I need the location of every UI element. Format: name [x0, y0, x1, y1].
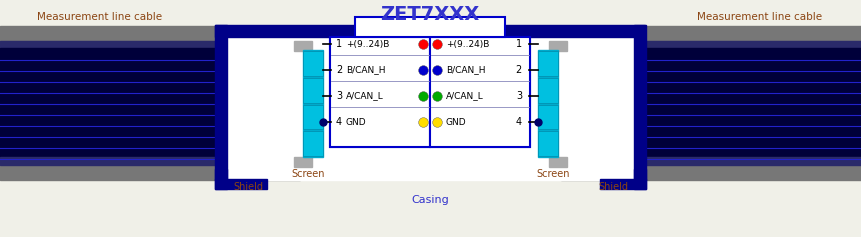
Bar: [561, 26, 861, 42]
Bar: [634, 169, 646, 189]
Text: GND: GND: [446, 118, 467, 127]
Bar: [561, 48, 861, 164]
Text: B/CAN_H: B/CAN_H: [446, 65, 486, 74]
Text: Shield: Shield: [598, 182, 628, 192]
Bar: [538, 105, 558, 129]
Bar: [215, 179, 267, 189]
Bar: [0, 157, 300, 165]
Bar: [0, 48, 300, 164]
Text: 2: 2: [516, 65, 522, 75]
Text: +(9..24)B: +(9..24)B: [346, 40, 389, 49]
Bar: [0, 26, 300, 42]
Bar: [330, 37, 530, 147]
Text: 4: 4: [336, 117, 342, 127]
Bar: [538, 50, 558, 157]
Bar: [538, 131, 558, 156]
Text: 3: 3: [336, 91, 342, 101]
Text: 3: 3: [516, 91, 522, 101]
Bar: [538, 78, 558, 102]
Bar: [303, 131, 323, 156]
Text: 1: 1: [336, 39, 342, 49]
Bar: [561, 164, 861, 180]
Text: 1: 1: [516, 39, 522, 49]
Bar: [561, 157, 861, 165]
Bar: [215, 169, 227, 189]
Bar: [303, 78, 323, 102]
Text: 2: 2: [336, 65, 343, 75]
Bar: [0, 164, 300, 180]
Bar: [538, 51, 558, 76]
Bar: [430, 37, 530, 147]
Bar: [330, 37, 430, 147]
Text: A/CAN_L: A/CAN_L: [446, 91, 484, 100]
Text: ZET7XXX: ZET7XXX: [381, 5, 480, 24]
Text: Measurement line cable: Measurement line cable: [37, 12, 163, 22]
Text: Screen: Screen: [291, 169, 325, 179]
Text: Shield: Shield: [233, 182, 263, 192]
Bar: [294, 41, 312, 51]
Text: GND: GND: [346, 118, 367, 127]
Bar: [561, 41, 861, 49]
Bar: [303, 51, 323, 76]
Text: +(9..24)B: +(9..24)B: [446, 40, 489, 49]
Text: Casing: Casing: [411, 195, 449, 205]
Bar: [303, 50, 323, 157]
Bar: [549, 157, 567, 167]
Bar: [634, 25, 646, 180]
Bar: [600, 179, 646, 189]
Bar: [215, 25, 645, 37]
Bar: [215, 25, 227, 180]
Bar: [549, 41, 567, 51]
Bar: [355, 17, 505, 37]
Text: B/CAN_H: B/CAN_H: [346, 65, 386, 74]
Bar: [294, 157, 312, 167]
Bar: [227, 37, 634, 180]
Bar: [0, 41, 300, 49]
Bar: [303, 105, 323, 129]
Text: Screen: Screen: [536, 169, 570, 179]
Text: 4: 4: [516, 117, 522, 127]
Text: Measurement line cable: Measurement line cable: [697, 12, 822, 22]
Text: A/CAN_L: A/CAN_L: [346, 91, 384, 100]
